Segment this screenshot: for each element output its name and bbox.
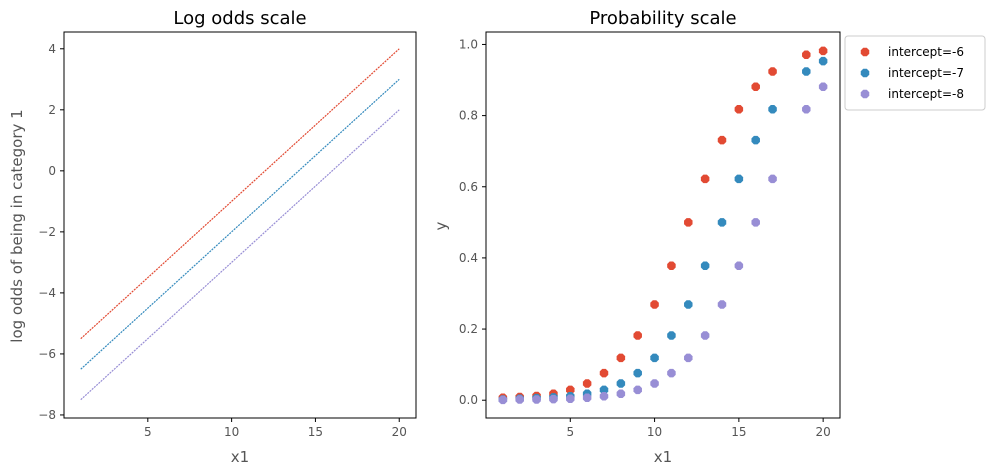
x-tick-label: 15 (731, 425, 746, 439)
series-line (80, 109, 400, 401)
data-point (802, 50, 811, 60)
left-x-axis-label: x1 (231, 448, 249, 466)
legend: intercept=-6 intercept=-7 intercept=-8 (844, 35, 986, 111)
y-tick-label: 0.0 (459, 393, 478, 407)
data-point (768, 67, 777, 76)
legend-frame (844, 35, 986, 111)
left-axis-ticks: 5 10 15 20 −8 −6 −4 −2 0 2 4 (38, 42, 407, 439)
data-point (667, 368, 676, 378)
legend-label: intercept=-7 (888, 66, 964, 80)
data-point (498, 395, 508, 405)
right-plot-marks (498, 46, 828, 405)
data-point (751, 218, 760, 227)
data-point (616, 379, 626, 388)
left-chart-title: Log odds scale (173, 8, 306, 29)
data-point (768, 174, 777, 184)
x-tick-label: 5 (144, 425, 152, 439)
right-y-axis-label: y (432, 221, 450, 230)
data-point (818, 82, 828, 92)
legend-entry: intercept=-6 (860, 45, 964, 59)
data-point (717, 218, 727, 227)
y-tick-label: 0 (48, 164, 56, 178)
data-point (667, 331, 676, 340)
data-point (633, 368, 642, 378)
data-point (768, 104, 777, 114)
data-point (650, 379, 659, 388)
x-tick-label: 15 (308, 425, 323, 439)
data-point (616, 353, 626, 363)
legend-entry: intercept=-7 (860, 66, 964, 80)
data-point (684, 300, 693, 309)
data-point (684, 353, 693, 363)
x-tick-label: 20 (392, 425, 407, 439)
data-point (549, 394, 558, 404)
data-point (802, 104, 811, 114)
y-tick-label: 0.6 (459, 180, 478, 194)
data-point (599, 385, 609, 395)
data-point (751, 135, 760, 145)
data-point (633, 331, 642, 340)
data-point (650, 300, 659, 309)
data-point (616, 389, 626, 399)
data-point (599, 392, 609, 401)
probability-axes: Probability scale x1 y 5 10 15 20 0.0 0.2 0.4 0… (432, 8, 841, 466)
y-tick-label: 0.2 (459, 322, 478, 336)
data-point (633, 385, 642, 395)
x-tick-label: 10 (224, 425, 239, 439)
left-plot-marks (80, 48, 400, 401)
data-point (582, 379, 592, 388)
legend-marker (860, 47, 870, 57)
data-point (717, 135, 727, 145)
data-point (650, 353, 659, 363)
series-line (80, 48, 400, 340)
legend-label: intercept=-8 (888, 87, 964, 101)
legend-marker (860, 68, 870, 78)
legend-marker (860, 89, 870, 99)
data-point (700, 331, 710, 340)
data-point (734, 104, 744, 114)
data-point (818, 46, 828, 56)
log-odds-axes: Log odds scale x1 log odds of being in c… (8, 8, 417, 466)
y-tick-label: 1.0 (459, 37, 478, 51)
y-tick-label: −4 (38, 286, 56, 300)
y-tick-label: 0.4 (459, 251, 478, 265)
y-tick-label: 0.8 (459, 109, 478, 123)
left-plot-frame (63, 31, 417, 419)
legend-entry: intercept=-8 (860, 87, 964, 101)
y-tick-label: −6 (38, 347, 56, 361)
y-tick-label: 2 (48, 103, 56, 117)
right-axis-ticks: 5 10 15 20 0.0 0.2 0.4 0.6 0.8 1.0 (459, 37, 831, 439)
data-point (700, 174, 710, 184)
x-tick-label: 5 (566, 425, 574, 439)
data-point (566, 394, 575, 404)
data-point (582, 393, 592, 402)
y-tick-label: 4 (48, 42, 56, 56)
y-tick-label: −2 (38, 225, 56, 239)
right-x-axis-label: x1 (654, 448, 672, 466)
data-point (599, 368, 609, 378)
data-point (734, 174, 744, 184)
x-tick-label: 20 (816, 425, 831, 439)
data-point (802, 67, 811, 76)
data-point (566, 385, 575, 395)
data-point (515, 395, 524, 404)
legend-label: intercept=-6 (888, 45, 964, 59)
data-point (717, 300, 727, 309)
right-plot-frame (485, 31, 841, 419)
data-point (667, 261, 676, 270)
data-point (684, 218, 693, 227)
x-tick-label: 10 (647, 425, 662, 439)
series-line (80, 78, 400, 370)
left-y-axis-label: log odds of being in category 1 (8, 109, 26, 342)
data-point (818, 56, 828, 66)
data-point (751, 82, 760, 92)
y-tick-label: −8 (38, 408, 56, 422)
right-chart-title: Probability scale (589, 8, 736, 29)
data-point (734, 261, 744, 270)
data-point (532, 395, 541, 404)
data-point (700, 261, 710, 270)
